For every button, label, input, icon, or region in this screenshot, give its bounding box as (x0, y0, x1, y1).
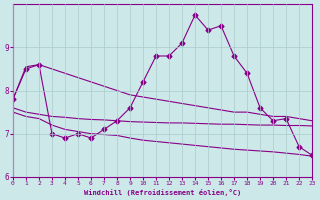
X-axis label: Windchill (Refroidissement éolien,°C): Windchill (Refroidissement éolien,°C) (84, 189, 241, 196)
